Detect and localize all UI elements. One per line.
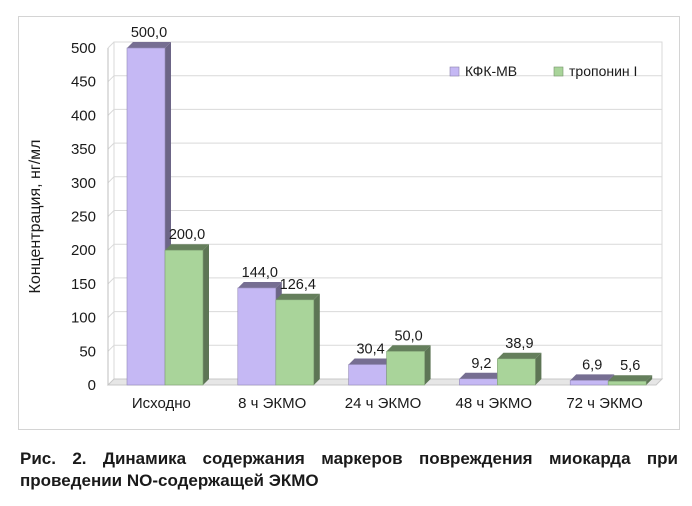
bar-kfk-mb: [569, 380, 609, 386]
legend-swatch-troponin-i: [553, 66, 564, 77]
legend-swatch-kfk-mb: [449, 66, 460, 77]
figure-caption: Рис. 2. Динамика содержания маркеров пов…: [20, 449, 678, 490]
y-tick-label: 0: [88, 377, 96, 394]
bar-top-troponin-i: [608, 375, 653, 382]
data-label: 200,0: [169, 227, 205, 243]
bar-top-troponin-i: [386, 345, 431, 352]
data-label: 500,0: [131, 25, 167, 41]
y-tick-label: 100: [71, 310, 96, 327]
legend: КФК-MB тропонин I: [449, 63, 637, 79]
y-tick-label: 450: [71, 74, 96, 91]
bar-kfk-mb: [348, 364, 387, 386]
gridline: [107, 108, 662, 116]
gridline: [107, 142, 662, 150]
gridline: [107, 311, 662, 318]
bar-kfk-mb: [237, 287, 277, 386]
x-tick-label: 72 ч ЭКМО: [566, 395, 643, 412]
gridline: [107, 210, 662, 217]
x-tick-label: 48 ч ЭКМО: [456, 395, 533, 412]
bar-top-kfk-mb: [127, 42, 171, 48]
bars-layer: [126, 42, 653, 386]
data-label: 5,6: [620, 358, 640, 374]
y-tick-label: 150: [71, 276, 96, 293]
y-tick-label: 200: [71, 242, 96, 259]
data-label: 38,9: [505, 336, 533, 352]
legend-label-troponin-i: тропонин I: [569, 63, 637, 79]
bar-troponin-i: [607, 380, 647, 386]
gridline: [107, 176, 662, 184]
bar-kfk-mb: [459, 378, 498, 386]
bar-troponin-i: [497, 358, 536, 386]
bar-top-kfk-mb: [237, 281, 282, 288]
y-tick-label: 500: [71, 40, 96, 57]
gridline: [107, 243, 662, 251]
gridline: [107, 41, 662, 49]
bar-top-kfk-mb: [570, 374, 615, 381]
x-tick-label: 24 ч ЭКМО: [345, 395, 422, 412]
data-label: 30,4: [356, 342, 384, 358]
bar-side-troponin-i: [313, 293, 320, 385]
bar-troponin-i: [275, 299, 315, 386]
bar-top-kfk-mb: [348, 358, 393, 365]
bar-side-troponin-i: [646, 375, 653, 385]
legend-label-kfk-mb: КФК-MB: [465, 63, 517, 79]
data-label: 50,0: [394, 328, 422, 344]
bar-top-kfk-mb: [459, 372, 504, 379]
bar-troponin-i: [386, 350, 425, 386]
data-label: 126,4: [280, 277, 316, 293]
text-layer: 0 50 100 150 200 250 300 350 400 450 500 500,0 200,0…: [27, 25, 643, 412]
y-axis-label: Концентрация, нг/мл: [27, 139, 44, 293]
bar-chart: 0 50 100 150 200 250 300 350 400 450 500 500,0 200,0…: [27, 25, 664, 412]
y-tick-label: 250: [71, 209, 96, 226]
data-label: 9,2: [471, 356, 491, 372]
bar-top-troponin-i: [275, 293, 320, 300]
gridline: [107, 344, 662, 352]
data-label: 6,9: [582, 357, 602, 373]
bar-side-troponin-i: [424, 345, 431, 385]
bar-troponin-i: [164, 249, 204, 386]
y-tick-label: 350: [71, 141, 96, 158]
bar-side-troponin-i: [535, 352, 542, 385]
x-tick-label: Исходно: [132, 395, 191, 412]
y-tick-label: 300: [71, 175, 96, 192]
bar-side-troponin-i: [203, 244, 209, 385]
x-tick-label: 8 ч ЭКМО: [238, 395, 306, 412]
y-tick-label: 50: [79, 343, 96, 360]
bar-top-troponin-i: [165, 244, 209, 251]
bar-top-troponin-i: [497, 352, 542, 359]
data-label: 144,0: [242, 265, 278, 281]
bar-kfk-mb: [126, 47, 166, 386]
gridline: [107, 277, 662, 285]
gridline: [107, 75, 662, 83]
y-tick-label: 400: [71, 107, 96, 124]
